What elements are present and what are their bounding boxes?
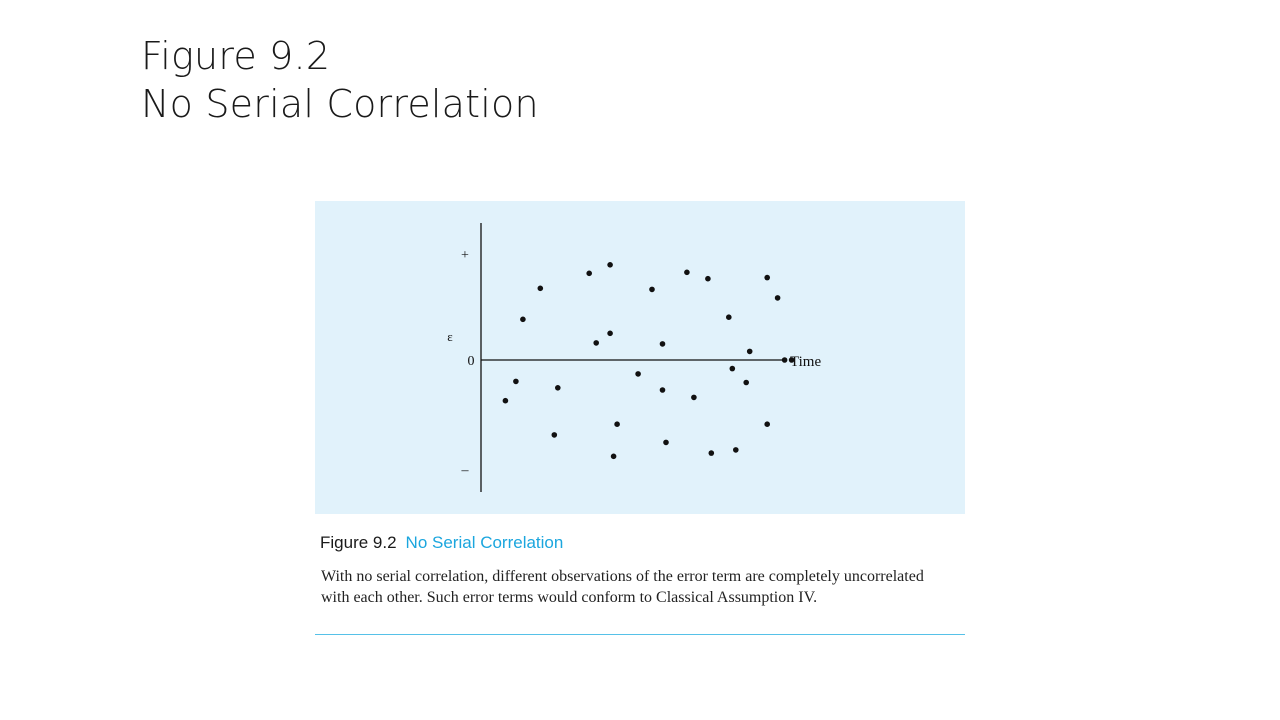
data-point bbox=[764, 274, 770, 281]
data-point bbox=[659, 387, 666, 393]
data-point bbox=[502, 397, 509, 404]
x-axis-label: Time bbox=[790, 354, 821, 370]
caption-text: With no serial correlation, different ob… bbox=[321, 568, 924, 606]
data-points bbox=[502, 262, 795, 460]
data-point bbox=[659, 341, 666, 347]
data-point bbox=[781, 357, 788, 363]
slide-title-line-2: No Serial Correlation bbox=[141, 82, 539, 126]
figure-caption-heading: Figure 9.2 No Serial Correlation bbox=[320, 533, 563, 553]
data-point bbox=[788, 357, 795, 363]
data-point bbox=[610, 453, 617, 460]
data-point bbox=[551, 432, 558, 438]
y-axis-label: ε bbox=[447, 329, 453, 344]
y-tick-minus: – bbox=[461, 463, 470, 478]
data-point bbox=[614, 421, 620, 427]
data-point bbox=[586, 270, 592, 277]
data-point bbox=[743, 379, 749, 386]
data-point bbox=[520, 316, 526, 323]
data-point bbox=[708, 450, 715, 456]
data-point bbox=[705, 275, 711, 282]
data-point bbox=[513, 378, 519, 385]
caption-divider bbox=[315, 634, 965, 635]
data-point bbox=[729, 365, 736, 372]
data-point bbox=[764, 421, 770, 427]
data-point bbox=[733, 447, 739, 453]
scatter-chart: + 0 – ε Time bbox=[447, 223, 821, 492]
data-point bbox=[774, 295, 781, 301]
data-point bbox=[635, 371, 641, 377]
y-tick-plus: + bbox=[461, 248, 469, 263]
data-point bbox=[663, 439, 669, 446]
slide-title-line-1: Figure 9.2 bbox=[141, 34, 331, 78]
data-point bbox=[726, 314, 732, 320]
data-point bbox=[555, 385, 561, 391]
caption-number: Figure 9.2 bbox=[320, 533, 397, 552]
data-point bbox=[746, 348, 753, 355]
caption-title: No Serial Correlation bbox=[405, 533, 564, 552]
data-point bbox=[607, 262, 613, 268]
data-point bbox=[593, 340, 599, 346]
y-tick-zero: 0 bbox=[468, 354, 475, 369]
data-point bbox=[537, 285, 544, 292]
data-point bbox=[684, 269, 690, 276]
data-point bbox=[691, 394, 697, 401]
data-point bbox=[607, 330, 613, 337]
data-point bbox=[649, 286, 655, 293]
slide-title: Figure 9.2 No Serial Correlation bbox=[141, 32, 539, 128]
figure-panel: + 0 – ε Time bbox=[315, 201, 965, 514]
